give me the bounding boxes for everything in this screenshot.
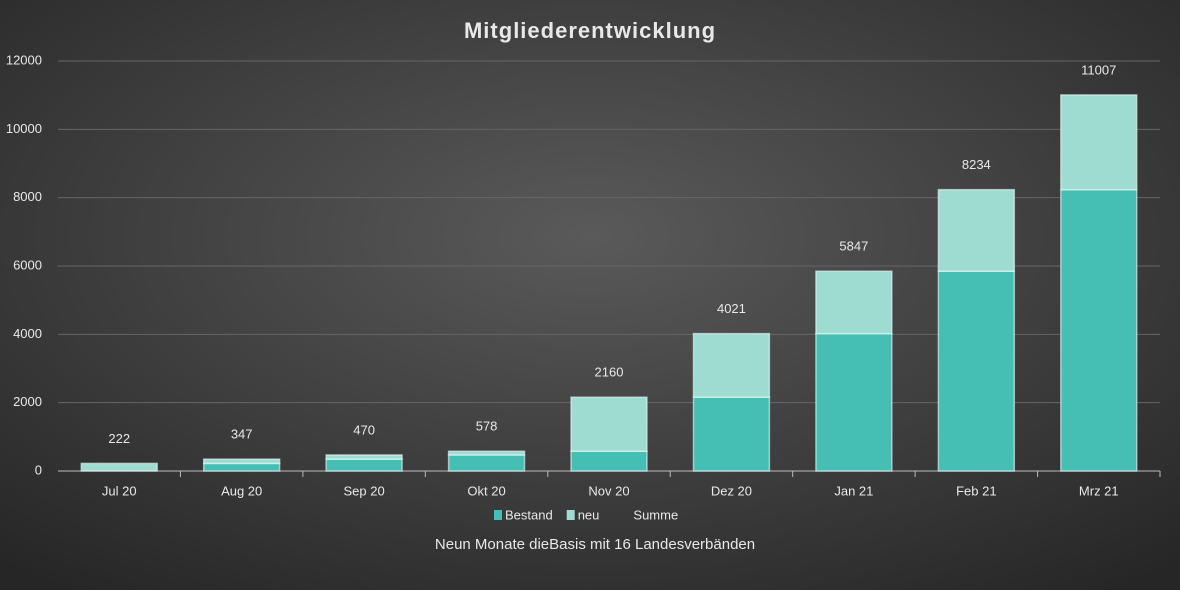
bar-segment <box>692 396 771 472</box>
bar-segment <box>202 462 281 472</box>
legend-label: neu <box>578 507 600 522</box>
data-label: 578 <box>476 419 498 434</box>
x-tick-label: Okt 20 <box>467 483 505 498</box>
bar-segment <box>692 332 771 398</box>
y-tick-label: 4000 <box>13 326 42 341</box>
y-tick-label: 6000 <box>13 257 42 272</box>
data-label: 347 <box>231 427 253 442</box>
bar-segment <box>570 450 648 472</box>
x-tick-label: Mrz 21 <box>1079 483 1119 498</box>
chart-title: Mitgliederentwicklung <box>464 18 716 43</box>
bar-segment <box>80 462 158 472</box>
data-label: 4021 <box>717 301 746 316</box>
y-tick-label: 12000 <box>6 52 42 67</box>
bar-segment <box>447 454 526 472</box>
legend-label: Summe <box>633 507 678 522</box>
x-tick-label: Jul 20 <box>102 483 137 498</box>
bar-segment <box>1060 188 1138 472</box>
bar-segment <box>815 270 893 335</box>
legend-label: Bestand <box>505 507 553 522</box>
bar-segment <box>937 270 1016 472</box>
y-tick-label: 2000 <box>13 394 42 409</box>
x-tick-label: Jan 21 <box>834 483 873 498</box>
bar-segment <box>937 188 1016 272</box>
bar-segment <box>447 450 526 456</box>
bar-segment <box>1060 94 1138 191</box>
data-label: 5847 <box>839 239 868 254</box>
bar-segment <box>202 458 281 465</box>
x-tick-label: Nov 20 <box>588 483 629 498</box>
x-tick-label: Sep 20 <box>344 483 385 498</box>
bar-segment <box>325 458 403 472</box>
y-tick-label: 8000 <box>13 189 42 204</box>
bar-segment <box>325 454 403 460</box>
legend-swatch <box>494 510 502 520</box>
x-tick-label: Dez 20 <box>711 483 752 498</box>
data-label: 11007 <box>1081 62 1116 77</box>
x-tick-label: Aug 20 <box>221 483 262 498</box>
legend-swatch <box>566 510 575 520</box>
bar-segment <box>570 396 648 453</box>
y-tick-label: 10000 <box>6 121 42 136</box>
data-label: 470 <box>353 422 375 437</box>
data-label: 222 <box>108 431 130 446</box>
data-label: 8234 <box>962 157 991 172</box>
bar-segment <box>815 332 893 472</box>
chart-subtitle: Neun Monate dieBasis mit 16 Landesverbän… <box>435 536 755 553</box>
y-tick-label: 0 <box>35 462 42 477</box>
x-tick-label: Feb 21 <box>956 483 996 498</box>
data-label: 2160 <box>595 365 624 380</box>
